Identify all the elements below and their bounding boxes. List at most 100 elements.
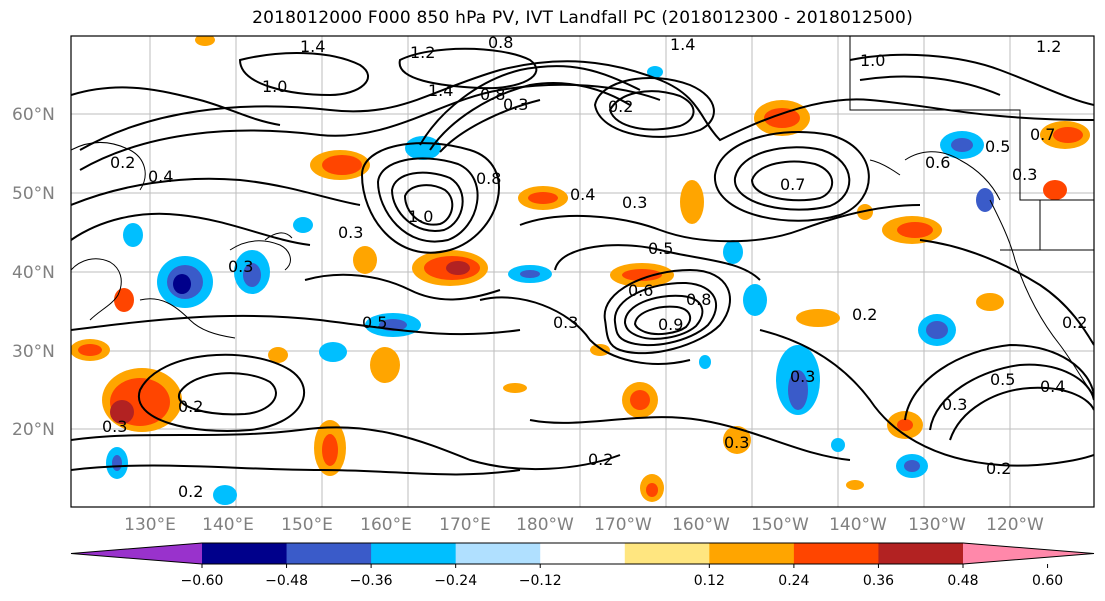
colorbar-ticks: −0.60 −0.48 −0.36 −0.24 −0.12 0.12 0.24 … — [181, 573, 1064, 589]
lat-label: 50°N — [12, 184, 55, 204]
colorbar-segment — [371, 543, 457, 564]
contour-label: 0.2 — [852, 305, 877, 324]
pos-anomaly — [590, 344, 610, 356]
colorbar-segment — [286, 543, 372, 564]
contour-label: 0.4 — [1040, 377, 1065, 396]
contour-label: 0.2 — [110, 153, 135, 172]
graticule — [71, 36, 1094, 507]
pos-anomaly — [976, 293, 1004, 311]
colorbar-extension-min — [71, 543, 202, 564]
pos-anomaly — [796, 309, 840, 327]
contour-label: 1.2 — [410, 43, 435, 62]
contour-label: 0.2 — [986, 459, 1011, 478]
contour-label: 0.3 — [1012, 165, 1037, 184]
neg-anomaly — [926, 321, 948, 339]
pos-anomaly — [446, 261, 470, 275]
lon-label: 130°E — [124, 515, 176, 535]
contour-label: 1.0 — [408, 207, 433, 226]
contour-label: 0.6 — [628, 281, 653, 300]
map-frame — [70, 35, 1095, 508]
contour-label: 0.7 — [1030, 125, 1055, 144]
pos-anomaly — [528, 192, 558, 204]
lon-label: 150°E — [281, 515, 333, 535]
pos-anomaly — [846, 480, 864, 490]
neg-anomaly — [243, 263, 261, 287]
lat-label: 40°N — [12, 263, 55, 283]
pos-anomaly — [110, 400, 134, 424]
contour-label: 0.9 — [658, 315, 683, 334]
lon-label: 170°W — [594, 515, 652, 535]
contour-label: 0.2 — [1062, 313, 1087, 332]
contour-label: 0.3 — [503, 95, 528, 114]
colorbar-tick-label: 0.36 — [863, 573, 894, 589]
contour-label: 0.8 — [686, 290, 711, 309]
longitude-labels: 130°E 140°E 150°E 160°E 170°E 180°W 170°… — [124, 515, 1044, 535]
pos-anomaly — [680, 180, 704, 224]
lat-label: 30°N — [12, 342, 55, 362]
lon-label: 160°E — [360, 515, 412, 535]
contour-label: 0.3 — [338, 223, 363, 242]
contour-label: 0.8 — [488, 33, 513, 52]
colorbar-tick-label: −0.60 — [181, 573, 224, 589]
contour-label: 0.2 — [178, 397, 203, 416]
pos-anomaly — [268, 347, 288, 363]
pos-anomaly — [322, 155, 362, 175]
colorbar-extension-max — [963, 543, 1094, 564]
lon-label: 150°W — [751, 515, 809, 535]
contour-label: 0.5 — [990, 370, 1015, 389]
colorbar — [70, 542, 1095, 568]
lon-label: 160°W — [672, 515, 730, 535]
lon-label: 130°W — [908, 515, 966, 535]
neg-anomaly — [976, 188, 994, 212]
neg-anomaly — [743, 284, 767, 316]
neg-anomaly — [405, 136, 441, 160]
colorbar-tick-label: −0.48 — [265, 573, 308, 589]
contour-label: 0.3 — [553, 313, 578, 332]
pc-anomaly-fills — [71, 36, 1090, 505]
pos-anomaly — [723, 426, 751, 454]
colorbar-tick-label: 0.60 — [1032, 573, 1063, 589]
colorbar-segment — [540, 543, 626, 564]
pos-anomaly — [1053, 127, 1083, 143]
lat-label: 20°N — [12, 420, 55, 440]
contour-label: 1.4 — [300, 37, 325, 56]
neg-anomaly — [520, 270, 540, 278]
coastlines — [71, 36, 1094, 396]
pos-anomaly — [630, 390, 650, 410]
neg-anomaly — [173, 274, 191, 294]
contour-label: 1.0 — [262, 77, 287, 96]
neg-anomaly — [723, 240, 743, 264]
contour-label: 1.4 — [670, 35, 695, 54]
contour-label: 0.5 — [362, 313, 387, 332]
colorbar-segment — [624, 543, 710, 564]
contour-label: 0.4 — [148, 167, 173, 186]
colorbar-segment — [455, 543, 541, 564]
contour-label: 0.5 — [648, 239, 673, 258]
colorbar-tick-label: 0.24 — [778, 573, 809, 589]
pos-anomaly — [370, 347, 400, 383]
contour-label: 0.8 — [476, 169, 501, 188]
neg-anomaly — [951, 138, 973, 152]
pos-anomaly — [114, 288, 134, 312]
colorbar-segment — [793, 543, 879, 564]
neg-anomaly — [831, 438, 845, 452]
pos-anomaly — [897, 222, 933, 238]
pos-anomaly — [764, 108, 800, 128]
map-area: 1.4 1.2 1.0 0.8 1.4 0.8 0.3 0.2 1.2 1.0 … — [71, 33, 1094, 507]
contour-label: 0.7 — [780, 175, 805, 194]
lon-label: 170°E — [439, 515, 491, 535]
contour-labels: 1.4 1.2 1.0 0.8 1.4 0.8 0.3 0.2 1.2 1.0 … — [102, 33, 1087, 501]
lon-label: 120°W — [986, 515, 1044, 535]
colorbar-segment — [878, 543, 964, 564]
lon-label: 140°W — [829, 515, 887, 535]
pos-anomaly — [857, 204, 873, 220]
colorbar-segment — [202, 543, 288, 564]
neg-anomaly — [123, 223, 143, 247]
neg-anomaly — [788, 370, 808, 410]
lon-label: 180°W — [516, 515, 574, 535]
colorbar-tick-label: −0.24 — [434, 573, 477, 589]
neg-anomaly — [293, 217, 313, 233]
contour-label: 0.2 — [178, 482, 203, 501]
pos-anomaly — [503, 383, 527, 393]
